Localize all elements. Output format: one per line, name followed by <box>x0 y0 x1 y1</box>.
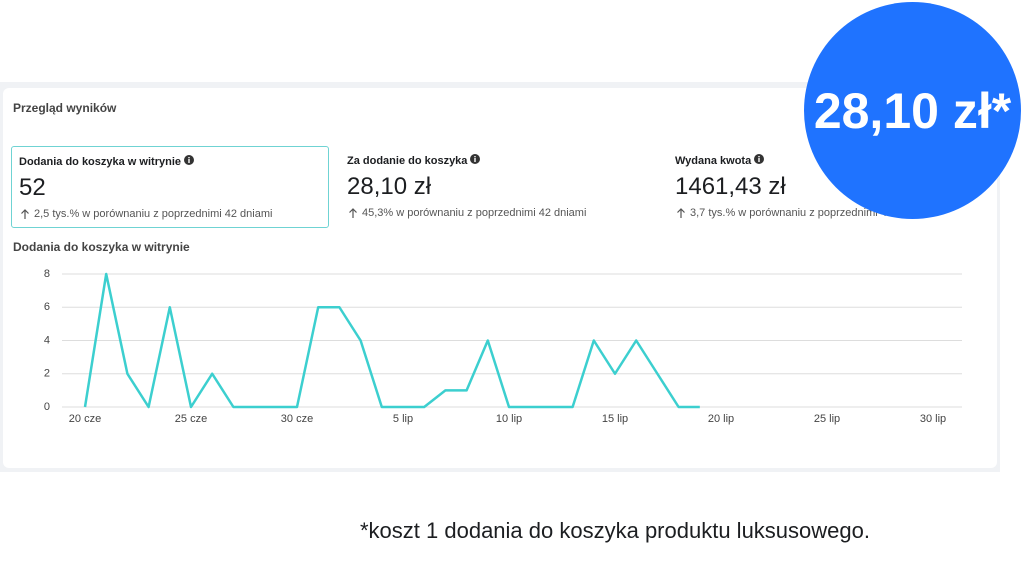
arrow-icon <box>677 208 685 218</box>
metric-label: Dodania do koszyka w witrynie <box>19 155 195 168</box>
metric-change: 2,5 tys.% w porównaniu z poprzednimi 42 … <box>34 208 273 220</box>
y-tick-label: 0 <box>44 401 50 413</box>
metric-label-text: Dodania do koszyka w witrynie <box>19 156 181 168</box>
chart-title: Dodania do koszyka w witrynie <box>13 240 190 254</box>
panel-title: Przegląd wyników <box>13 101 117 115</box>
x-tick-label: 25 lip <box>814 413 840 425</box>
metric-value: 28,10 zł <box>347 173 432 200</box>
x-tick-label: 5 lip <box>393 413 413 425</box>
footnote: *koszt 1 dodania do koszyka produktu luk… <box>360 518 870 543</box>
metric-label-text: Za dodanie do koszyka <box>347 155 468 167</box>
metric-change: 45,3% w porównaniu z poprzednimi 42 dnia… <box>362 207 587 219</box>
y-tick-label: 8 <box>44 268 50 280</box>
metric-card[interactable]: Wydana kwota 1461,43 zł 3,7 tys.% w poró… <box>668 146 984 226</box>
line-series <box>83 272 700 409</box>
chart: 0 2 4 6 8 20 cze 25 cze 30 cze 5 lip 10 lip 15 lip… <box>44 268 962 425</box>
metric-card[interactable]: Za dodanie do koszyka 28,10 zł 45,3% w p… <box>340 146 656 226</box>
price-badge: 28,10 zł* <box>804 2 1021 219</box>
metric-value: 1461,43 zł <box>675 173 786 200</box>
x-tick-label: 30 lip <box>920 413 946 425</box>
x-tick-label: 10 lip <box>496 413 522 425</box>
info-icon[interactable] <box>470 154 481 164</box>
arrow-icon <box>349 208 357 218</box>
y-tick-label: 2 <box>44 368 50 380</box>
metric-label: Wydana kwota <box>675 154 765 167</box>
x-tick-label: 30 cze <box>281 413 313 425</box>
arrow-icon <box>21 209 29 219</box>
metric-card[interactable]: Dodania do koszyka w witrynie 52 2,5 tys… <box>11 146 329 228</box>
metric-label-text: Wydana kwota <box>675 155 752 167</box>
metric-value: 52 <box>19 174 46 201</box>
y-tick-label: 6 <box>44 301 50 313</box>
x-tick-label: 20 lip <box>708 413 734 425</box>
x-tick-label: 20 cze <box>69 413 101 425</box>
x-tick-label: 25 cze <box>175 413 207 425</box>
x-tick-label: 15 lip <box>602 413 628 425</box>
info-icon[interactable] <box>184 155 195 165</box>
metric-label: Za dodanie do koszyka <box>347 154 481 167</box>
info-icon[interactable] <box>754 154 765 164</box>
y-tick-label: 4 <box>44 334 50 346</box>
